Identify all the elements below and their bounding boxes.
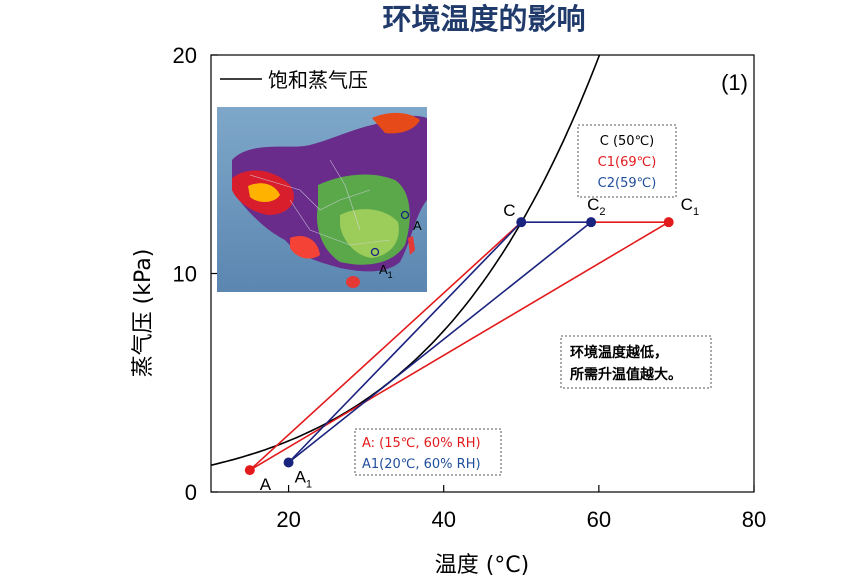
point-label-sub: 2 (599, 206, 605, 218)
axes: 20 40 60 80 0 10 20 (173, 43, 767, 532)
a-box-line-a: A: (15℃, 60% RH) (362, 436, 481, 451)
x-tick-label: 80 (742, 507, 766, 532)
a-box-line-a1: A1(20℃, 60% RH) (362, 457, 481, 472)
legend-entry: 饱和蒸气压 (268, 68, 368, 92)
x-axis-label: 温度 (°C) (435, 553, 530, 578)
segment-a1-c (287, 221, 522, 464)
point-label-main: C (503, 201, 515, 220)
segment-a1-c2 (288, 221, 592, 464)
point-label-main: C (681, 195, 693, 214)
point-label-sub: 1 (306, 479, 312, 491)
point-label-sub: 1 (693, 206, 699, 218)
segment-a-c (249, 221, 522, 471)
inset-label-a1-main: A (379, 262, 388, 277)
inset-point-a1 (370, 247, 380, 257)
segment-a-c1 (249, 221, 670, 471)
y-axis-label: 蒸气压 (kPa) (131, 249, 156, 378)
x-tick-label: 60 (587, 507, 611, 532)
inset-label-a1: A1 (379, 262, 393, 280)
inset-label-a1-sub: 1 (388, 270, 393, 280)
inset-point-a (400, 210, 410, 220)
y-tick-label: 0 (185, 480, 197, 505)
c-box-line-c2: C2(59℃) (598, 176, 657, 191)
point-label-c2: C2 (587, 195, 605, 218)
point-a1 (283, 457, 294, 468)
chart-title: 环境温度的影响 (382, 2, 585, 36)
point-label-a1: A1 (295, 468, 312, 491)
chart-marks (211, 55, 670, 471)
x-tick-label: 20 (276, 507, 300, 532)
point-label-c: C (503, 201, 515, 220)
inset-label-a: A (413, 218, 422, 233)
a-annotation-box: A: (15℃, 60% RH) A1(20℃, 60% RH) (354, 428, 502, 476)
y-tick-label: 10 (173, 262, 197, 287)
point-label-main: A (295, 468, 307, 487)
point-a (244, 465, 255, 476)
note-line-2: 所需升温值越大。 (570, 366, 682, 383)
point-c (516, 217, 527, 228)
point-label-c1: C1 (681, 195, 699, 218)
inset-map: A A1 (217, 107, 427, 292)
y-tick-label: 20 (173, 43, 197, 68)
panel-label: (1) (721, 70, 748, 95)
point-c2 (586, 217, 597, 228)
note-line-1: 环境温度越低， (570, 344, 668, 361)
point-label-main: C (587, 195, 599, 214)
note-box: 环境温度越低， 所需升温值越大。 (560, 335, 712, 389)
chart-points: A A1C C2 C1 (244, 195, 699, 494)
point-c1 (663, 217, 674, 228)
c-annotation-box: C (50℃) C1(69℃) C2(59℃) (577, 124, 677, 198)
legend: 饱和蒸气压 (220, 68, 368, 92)
c-box-line-c1: C1(69℃) (598, 155, 657, 170)
point-label-a: A (260, 475, 272, 494)
x-tick-label: 40 (431, 507, 455, 532)
point-label-main: A (260, 475, 272, 494)
c-box-line-c: C (50℃) (600, 134, 655, 149)
